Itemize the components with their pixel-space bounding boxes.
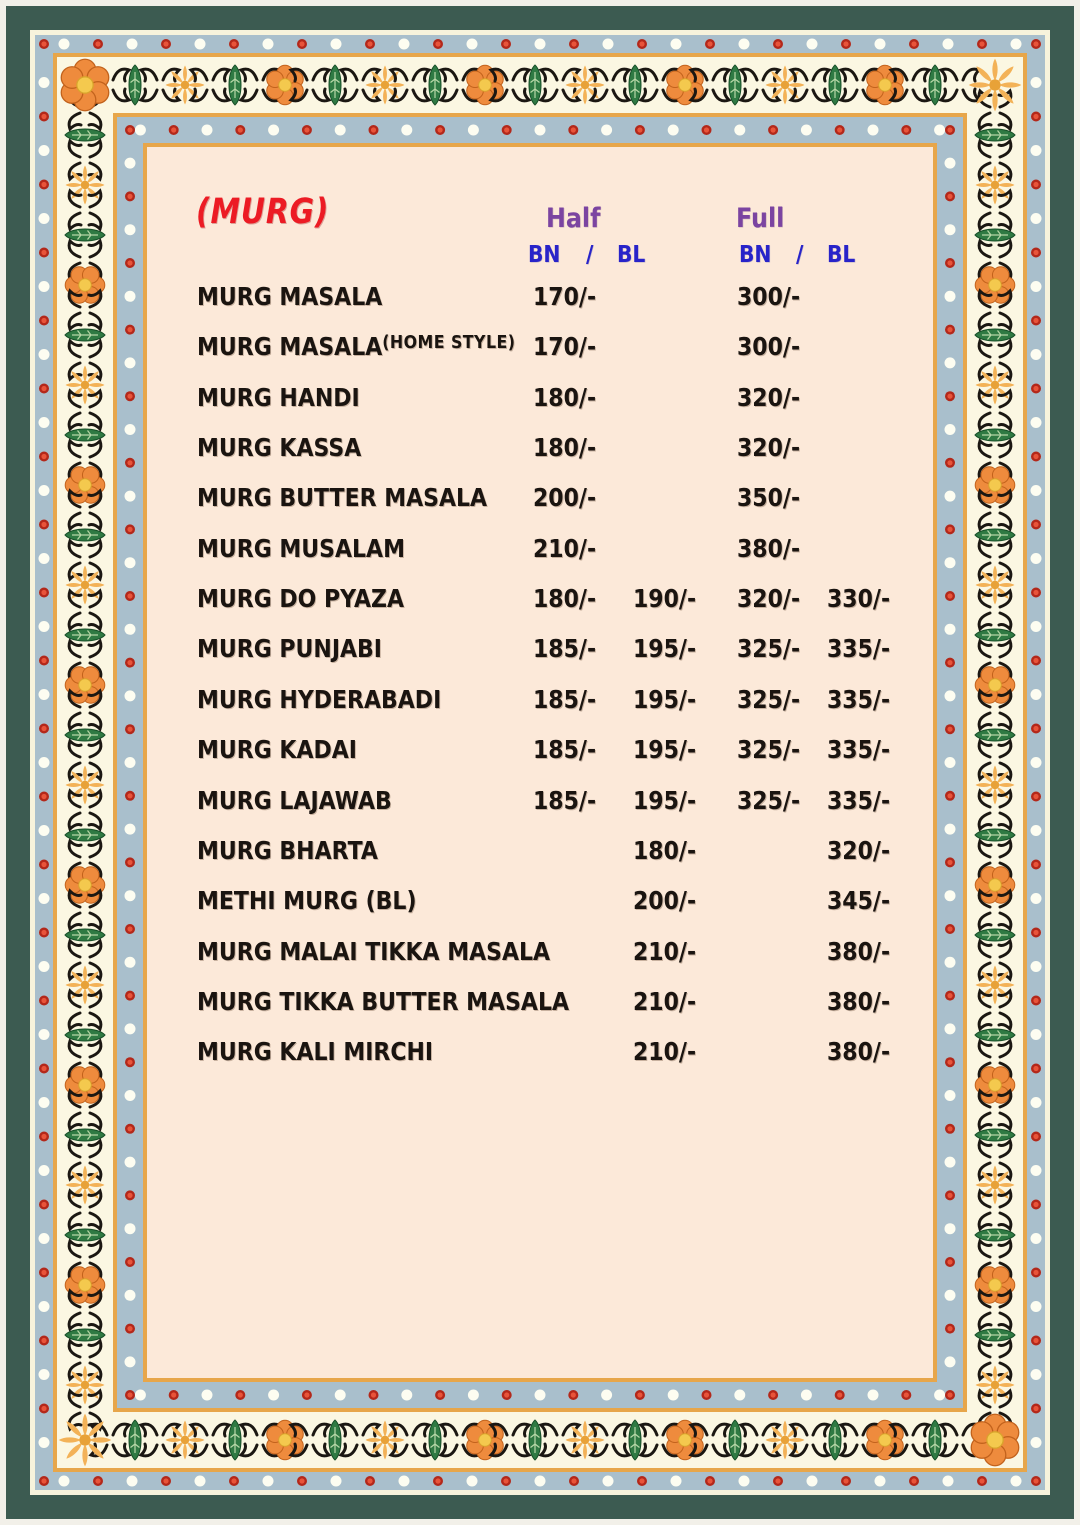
price-full-bl: 380/-: [827, 936, 891, 966]
price-half-bn: 200/-: [533, 483, 597, 513]
item-name: MURG MUSALAM: [197, 533, 405, 563]
item-name: MURG TIKKA BUTTER MASALA: [197, 986, 570, 1016]
price-half-bn: 185/-: [533, 785, 597, 815]
item-name: MURG LAJAWAB: [197, 785, 392, 815]
price-half-bn: 180/-: [533, 584, 597, 614]
price-half-bn: 170/-: [533, 332, 597, 362]
price-full-bn: 350/-: [737, 483, 801, 513]
item-name: MURG MASALA (HOME STYLE): [197, 332, 516, 362]
price-full-bn: 320/-: [737, 382, 801, 412]
price-full-bn: 325/-: [737, 785, 801, 815]
price-half-bl: 200/-: [633, 886, 697, 916]
menu-item-row: METHI MURG (BL) 200/- 345/-: [0, 886, 1080, 920]
price-half-bn: 180/-: [533, 433, 597, 463]
subcol-bl-half: BL: [617, 242, 646, 268]
price-full-bl: 335/-: [827, 785, 891, 815]
menu-item-row: MURG LAJAWAB 185/- 195/- 325/- 335/-: [0, 786, 1080, 820]
price-half-bl: 210/-: [633, 1037, 697, 1067]
price-half-bn: 185/-: [533, 634, 597, 664]
price-half-bn: 185/-: [533, 684, 597, 714]
item-name: MURG KASSA: [197, 433, 362, 463]
section-title: (MURG): [196, 192, 330, 232]
item-name: MURG HANDI: [197, 382, 360, 412]
price-full-bn: 325/-: [737, 634, 801, 664]
menu-item-row: MURG KADAI 185/- 195/- 325/- 335/-: [0, 735, 1080, 769]
menu-item-row: MURG BUTTER MASALA 200/- 350/-: [0, 483, 1080, 517]
menu-item-row: MURG DO PYAZA 180/- 190/- 320/- 330/-: [0, 584, 1080, 618]
price-half-bl: 195/-: [633, 735, 697, 765]
menu-item-row: MURG PUNJABI 185/- 195/- 325/- 335/-: [0, 634, 1080, 668]
price-full-bn: 380/-: [737, 533, 801, 563]
item-name: MURG MALAI TIKKA MASALA: [197, 936, 551, 966]
subcol-bl-full: BL: [827, 242, 856, 268]
column-header-half: Half: [546, 203, 601, 234]
menu-item-row: MURG MASALA 170/- 300/-: [0, 282, 1080, 316]
menu-item-row: MURG MASALA (HOME STYLE) 170/- 300/-: [0, 332, 1080, 366]
item-name: MURG HYDERABADI: [197, 684, 442, 714]
price-full-bl: 335/-: [827, 684, 891, 714]
price-full-bn: 325/-: [737, 735, 801, 765]
price-full-bn: 320/-: [737, 584, 801, 614]
menu-item-row: MURG BHARTA 180/- 320/-: [0, 836, 1080, 870]
price-full-bn: 320/-: [737, 433, 801, 463]
price-half-bl: 195/-: [633, 634, 697, 664]
menu-item-row: MURG MUSALAM 210/- 380/-: [0, 534, 1080, 568]
price-full-bl: 320/-: [827, 835, 891, 865]
price-full-bn: 300/-: [737, 282, 801, 311]
menu-item-row: MURG HANDI 180/- 320/-: [0, 383, 1080, 417]
price-full-bl: 345/-: [827, 886, 891, 916]
price-half-bl: 190/-: [633, 584, 697, 614]
menu-item-row: MURG HYDERABADI 185/- 195/- 325/- 335/-: [0, 685, 1080, 719]
price-half-bn: 170/-: [533, 282, 597, 311]
price-half-bl: 210/-: [633, 936, 697, 966]
menu-item-row: MURG TIKKA BUTTER MASALA 210/- 380/-: [0, 987, 1080, 1021]
item-name: MURG KADAI: [197, 735, 357, 765]
price-full-bl: 335/-: [827, 634, 891, 664]
price-half-bl: 195/-: [633, 785, 697, 815]
price-full-bn: 300/-: [737, 332, 801, 362]
subcol-slash-full: /: [796, 242, 804, 268]
subcol-bn-full: BN: [739, 242, 772, 268]
item-name-note: (HOME STYLE): [382, 332, 516, 354]
price-full-bn: 325/-: [737, 684, 801, 714]
price-half-bn: 180/-: [533, 382, 597, 412]
price-half-bl: 180/-: [633, 835, 697, 865]
subcol-bn-half: BN: [528, 242, 561, 268]
item-name: MURG DO PYAZA: [197, 584, 404, 614]
item-name: MURG BUTTER MASALA: [197, 483, 488, 513]
subcol-slash-half: /: [586, 242, 594, 268]
price-half-bn: 210/-: [533, 533, 597, 563]
item-name: METHI MURG (BL): [197, 886, 417, 916]
item-name: MURG MASALA: [197, 282, 383, 311]
item-name: MURG BHARTA: [197, 835, 378, 865]
price-half-bl: 210/-: [633, 986, 697, 1016]
item-name: MURG KALI MIRCHI: [197, 1037, 434, 1067]
price-full-bl: 380/-: [827, 986, 891, 1016]
menu-item-row: MURG KALI MIRCHI 210/- 380/-: [0, 1037, 1080, 1071]
price-half-bn: 185/-: [533, 735, 597, 765]
price-half-bl: 195/-: [633, 684, 697, 714]
column-header-full: Full: [736, 203, 785, 234]
item-name: MURG PUNJABI: [197, 634, 382, 664]
menu-item-row: MURG KASSA 180/- 320/-: [0, 433, 1080, 467]
price-full-bl: 330/-: [827, 584, 891, 614]
price-full-bl: 380/-: [827, 1037, 891, 1067]
price-full-bl: 335/-: [827, 735, 891, 765]
menu-item-row: MURG MALAI TIKKA MASALA 210/- 380/-: [0, 937, 1080, 971]
